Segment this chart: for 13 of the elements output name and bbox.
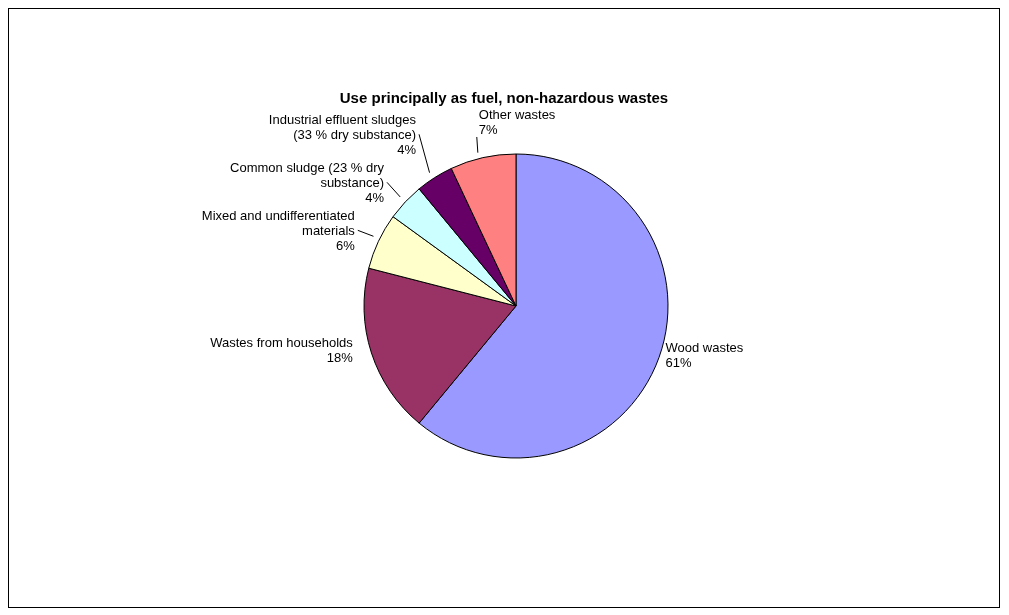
- data-label: 4%: [365, 189, 385, 205]
- data-label: 7%: [478, 122, 499, 137]
- data-label: 6%: [336, 237, 356, 253]
- data-label: 61%: [665, 355, 692, 371]
- slice-label: Industrial effluent sludges (33 % dry substance): [268, 111, 417, 142]
- slice-label: Wood wastes: [665, 340, 744, 356]
- data-label: 18%: [326, 350, 354, 366]
- chart-title: Use principally as fuel, non-hazardous wastes: [338, 89, 670, 106]
- slice-label: Wastes from households: [210, 335, 354, 351]
- slice-label: Other wastes: [478, 107, 556, 122]
- slice-label: Mixed and undifferentiated materials: [201, 207, 356, 238]
- slice-label: Common sludge (23 % dry substance): [230, 159, 385, 190]
- data-label: 4%: [397, 141, 417, 157]
